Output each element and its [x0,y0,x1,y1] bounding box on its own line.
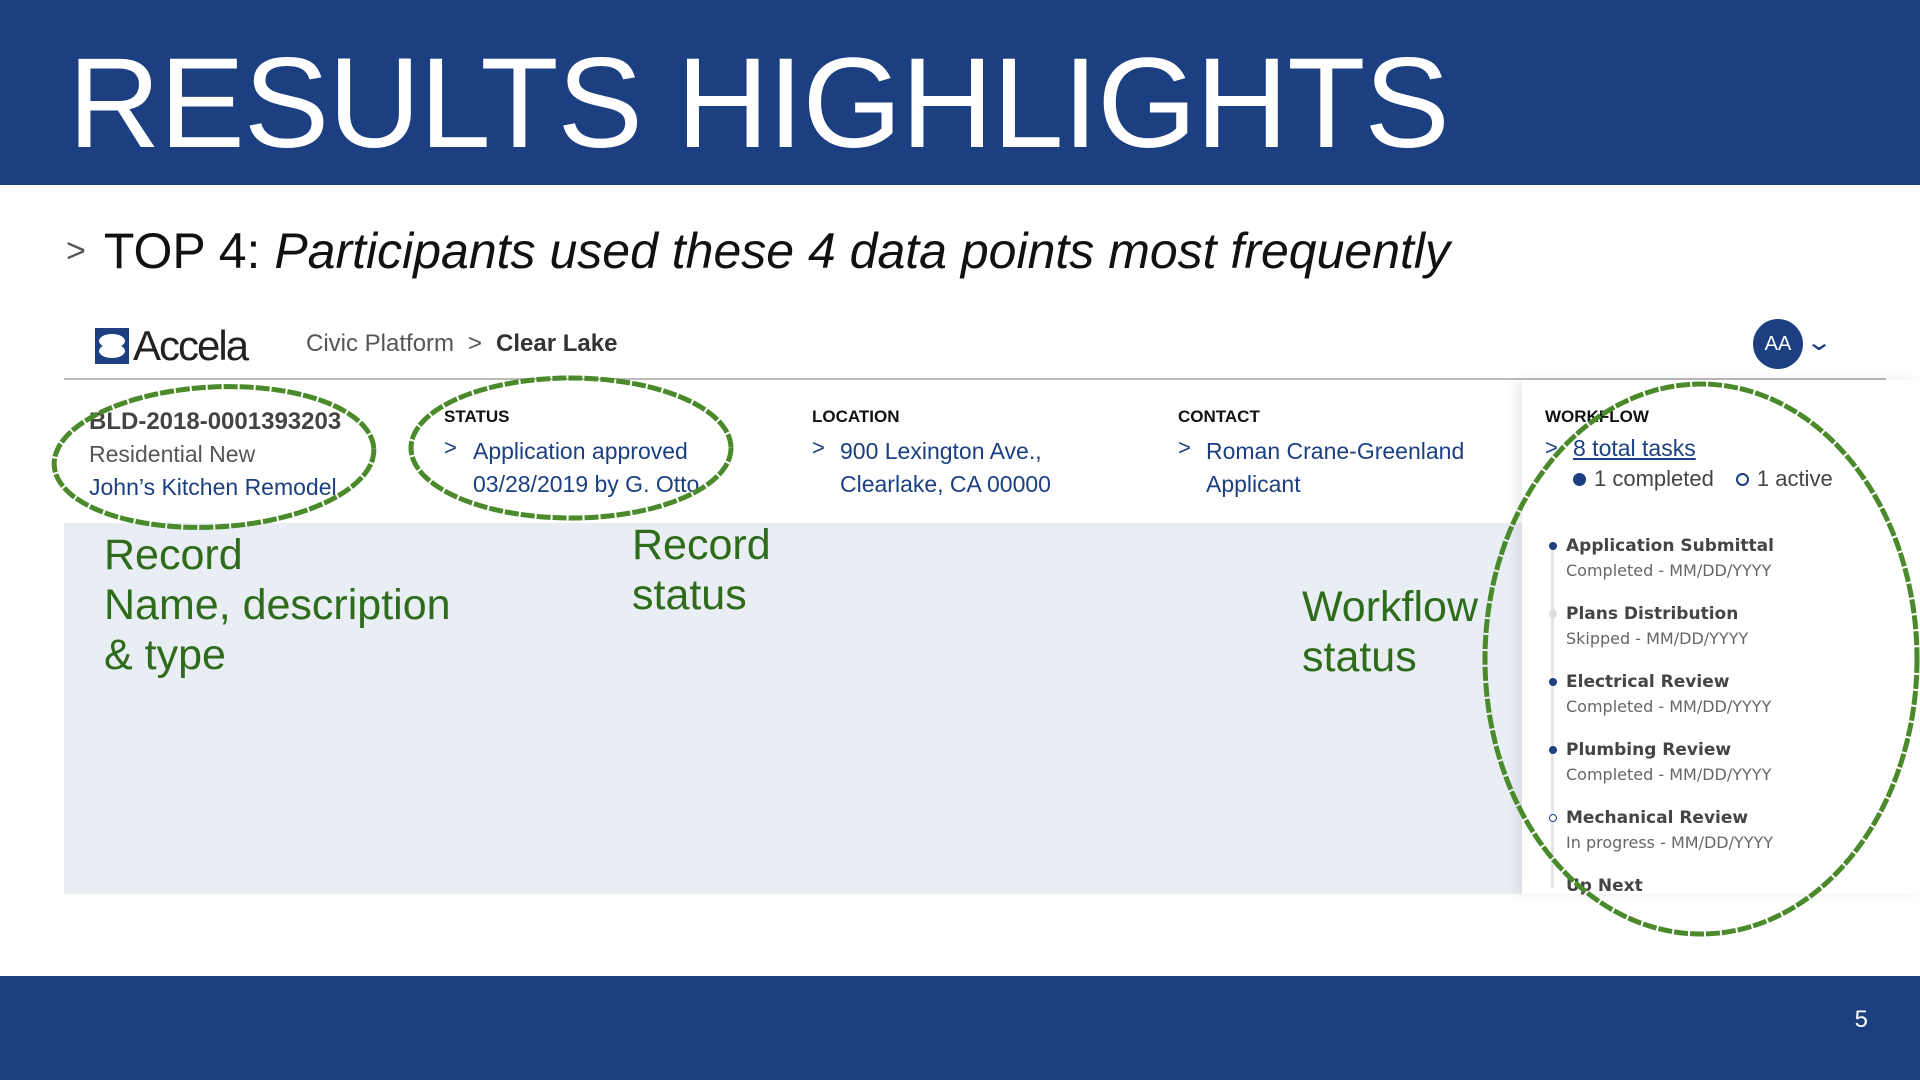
workflow-label: WORKFLOW [1545,407,1649,426]
title-banner: RESULTS HIGHLIGHTS [0,0,1920,185]
slide-title: RESULTS HIGHLIGHTS [68,32,1450,175]
breadcrumb: Civic Platform > Clear Lake [306,330,617,358]
status-label: STATUS [444,407,510,426]
contact-label: CONTACT [1178,407,1260,426]
chevron-right-icon[interactable]: > [1545,435,1558,460]
record-info: BLD-2018-0001393203 Residential New John… [89,405,341,504]
bullet-chevron-icon: > [66,232,86,270]
status-value[interactable]: Application approved [473,438,688,464]
annotation-status: Record status [632,521,771,619]
completed-count: 1 completed [1573,466,1714,492]
task-item[interactable]: Application Submittal Completed - MM/DD/Y… [1549,536,1774,604]
active-ring-icon [1549,814,1557,822]
annotation-workflow: Workflow status [1302,583,1479,681]
status-column: STATUS > Application approved 03/28/2019 … [444,403,699,501]
skipped-dot-icon [1549,610,1557,618]
slide-subtitle: > TOP 4: Participants used these 4 data p… [66,223,1451,279]
header-divider [64,378,1886,380]
task-item[interactable]: Plumbing Review Completed - MM/DD/YYYY [1549,740,1774,808]
workflow-column: WORKFLOW > 8 total tasks 1 completed 1 ac… [1545,403,1833,492]
active-count: 1 active [1735,466,1833,492]
breadcrumb-clear-lake: Clear Lake [496,330,618,357]
location-column: LOCATION > 900 Lexington Ave., Clearlake,… [812,403,1051,501]
accela-logo[interactable]: Accela [95,322,249,370]
task-item[interactable]: Electrical Review Completed - MM/DD/YYYY [1549,672,1774,740]
status-date: 03/28/2019 by G. Otto [473,471,700,497]
location-label: LOCATION [812,407,900,426]
record-type: Residential New [89,441,256,467]
chevron-right-icon[interactable]: > [812,435,825,460]
page-number: 5 [1854,1006,1868,1033]
breadcrumb-civic-platform[interactable]: Civic Platform [306,330,455,357]
chevron-right-icon[interactable]: > [444,435,457,460]
task-item[interactable]: Mechanical Review In progress - MM/DD/YYY… [1549,808,1774,876]
task-item[interactable]: Up Next [1566,876,1643,896]
contact-column: CONTACT > Roman Crane-Greenland Applicant [1178,403,1464,501]
accela-logo-icon [95,328,129,364]
contact-name[interactable]: Roman Crane-Greenland [1206,438,1465,464]
ring-icon [1735,473,1749,486]
contact-role: Applicant [1206,471,1301,497]
completed-dot-icon [1549,746,1557,754]
record-id: BLD-2018-0001393203 [89,408,342,435]
chevron-right-icon: > [468,330,483,357]
chevron-down-icon[interactable]: ⌄ [1804,329,1834,356]
record-description[interactable]: John’s Kitchen Remodel [89,474,337,500]
content-area [64,523,1522,894]
chevron-right-icon[interactable]: > [1178,435,1191,460]
location-address[interactable]: 900 Lexington Ave., [840,438,1042,464]
completed-dot-icon [1549,542,1557,550]
annotation-record: Record Name, description & type [104,531,451,679]
workflow-task-list: Application Submittal Completed - MM/DD/Y… [1549,536,1774,944]
total-tasks-link[interactable]: 8 total tasks [1573,435,1696,461]
location-city: Clearlake, CA 00000 [840,471,1051,497]
filled-dot-icon [1573,473,1586,486]
avatar[interactable]: AA [1753,319,1803,369]
completed-dot-icon [1549,678,1557,686]
task-item[interactable]: Plans Distribution Skipped - MM/DD/YYYY [1549,604,1774,672]
footer-bar: 5 [0,976,1920,1080]
